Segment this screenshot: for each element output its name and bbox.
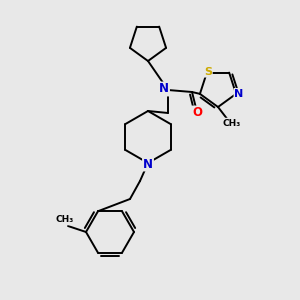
- Text: CH₃: CH₃: [223, 118, 241, 127]
- Text: O: O: [192, 106, 202, 119]
- Text: N: N: [159, 82, 169, 95]
- Text: N: N: [143, 158, 153, 170]
- Text: N: N: [234, 89, 244, 99]
- Text: CH₃: CH₃: [56, 215, 74, 224]
- Text: S: S: [204, 67, 212, 76]
